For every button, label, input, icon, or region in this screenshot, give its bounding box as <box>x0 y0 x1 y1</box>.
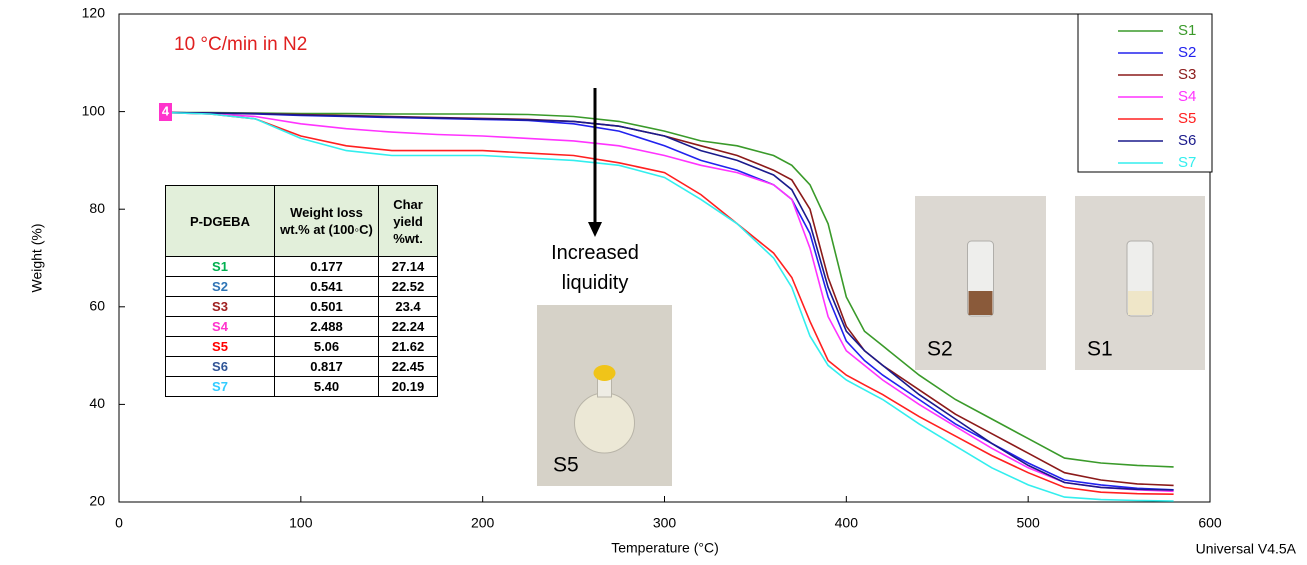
x-tick-label: 500 <box>1016 515 1040 531</box>
table-cell: 22.45 <box>378 356 438 377</box>
x-tick-label: 300 <box>653 515 677 531</box>
table-cell: 22.52 <box>378 276 438 297</box>
legend-label: S5 <box>1178 110 1196 127</box>
table-cell: S4 <box>165 316 275 337</box>
table-cell: S3 <box>165 296 275 317</box>
table-cell: 0.501 <box>274 296 379 317</box>
table-cell: 2.488 <box>274 316 379 337</box>
liquidity-word: Increased <box>551 242 639 264</box>
photo-label: S5 <box>553 454 579 477</box>
x-tick-label: 600 <box>1198 515 1222 531</box>
series-line <box>164 111 1174 502</box>
liquidity-word: liquidity <box>562 272 629 294</box>
x-tick-label: 100 <box>289 515 313 531</box>
table-cell: 20.19 <box>378 376 438 397</box>
series-line <box>164 111 1174 491</box>
table-row: S1 0.177 27.14 <box>165 256 438 277</box>
legend-label: S7 <box>1178 154 1196 171</box>
table-row: S3 0.501 23.4 <box>165 296 438 317</box>
series-line <box>164 111 1174 468</box>
table-row: S5 5.06 21.62 <box>165 336 438 357</box>
legend-label: S2 <box>1178 44 1196 61</box>
table-cell: 0.177 <box>274 256 379 277</box>
legend-box <box>1077 13 1213 173</box>
table-header-cell: Char yield %wt. <box>378 185 438 257</box>
y-tick-label: 120 <box>82 5 106 21</box>
table-header-row: P-DGEBA Weight loss wt.% at (100◦C) Char y… <box>165 185 438 257</box>
x-axis-label: Temperature (°C) <box>611 540 719 556</box>
liquidity-note: Increased liquidity <box>551 242 639 294</box>
table-row: S6 0.817 22.45 <box>165 356 438 377</box>
vial-body <box>574 392 635 454</box>
table-cell: 22.24 <box>378 316 438 337</box>
table-cell: 27.14 <box>378 256 438 277</box>
table-header-cell: P-DGEBA <box>165 185 275 257</box>
series-line <box>164 111 1174 493</box>
table-cell: 23.4 <box>378 296 438 317</box>
table-row: S4 2.488 22.24 <box>165 316 438 337</box>
y-tick-label: 60 <box>89 298 105 314</box>
series-line <box>164 111 1174 495</box>
x-tick-label: 200 <box>471 515 495 531</box>
table-cell: S5 <box>165 336 275 357</box>
table-cell: 0.541 <box>274 276 379 297</box>
y-tick-label: 40 <box>89 395 105 411</box>
table-cell: 21.62 <box>378 336 438 357</box>
vial-content <box>1128 291 1152 315</box>
y-tick-label: 100 <box>82 102 106 118</box>
legend-label: S6 <box>1178 132 1196 149</box>
vial-cap <box>593 365 616 381</box>
table-row: S2 0.541 22.52 <box>165 276 438 297</box>
summary-table: P-DGEBA Weight loss wt.% at (100◦C) Char y… <box>165 185 438 397</box>
legend-label: S1 <box>1178 22 1196 39</box>
table-row: S7 5.40 20.19 <box>165 376 438 397</box>
y-tick-label: 20 <box>89 493 105 509</box>
start-marker <box>159 103 172 121</box>
legend-label: S4 <box>1178 88 1196 105</box>
arrow-head <box>588 222 602 237</box>
table-header-cell: Weight loss wt.% at (100◦C) <box>274 185 379 257</box>
x-tick-label: 0 <box>115 515 123 531</box>
legend-label: S3 <box>1178 66 1196 83</box>
y-axis-label: Weight (%) <box>29 224 45 293</box>
condition-note: 10 °C/min in N2 <box>174 34 307 55</box>
x-tick-label: 400 <box>835 515 859 531</box>
photo-label: S1 <box>1087 338 1113 361</box>
table-cell: S2 <box>165 276 275 297</box>
table-cell: S7 <box>165 376 275 397</box>
table-cell: S6 <box>165 356 275 377</box>
photo-label: S2 <box>927 338 953 361</box>
start-marker-label: 4 <box>162 103 170 118</box>
software-note: Universal V4.5A <box>1196 541 1297 557</box>
table-cell: S1 <box>165 256 275 277</box>
vial-content <box>968 291 993 315</box>
table-cell: 5.06 <box>274 336 379 357</box>
table-cell: 0.817 <box>274 356 379 377</box>
y-tick-label: 80 <box>89 200 105 216</box>
table-cell: 5.40 <box>274 376 379 397</box>
